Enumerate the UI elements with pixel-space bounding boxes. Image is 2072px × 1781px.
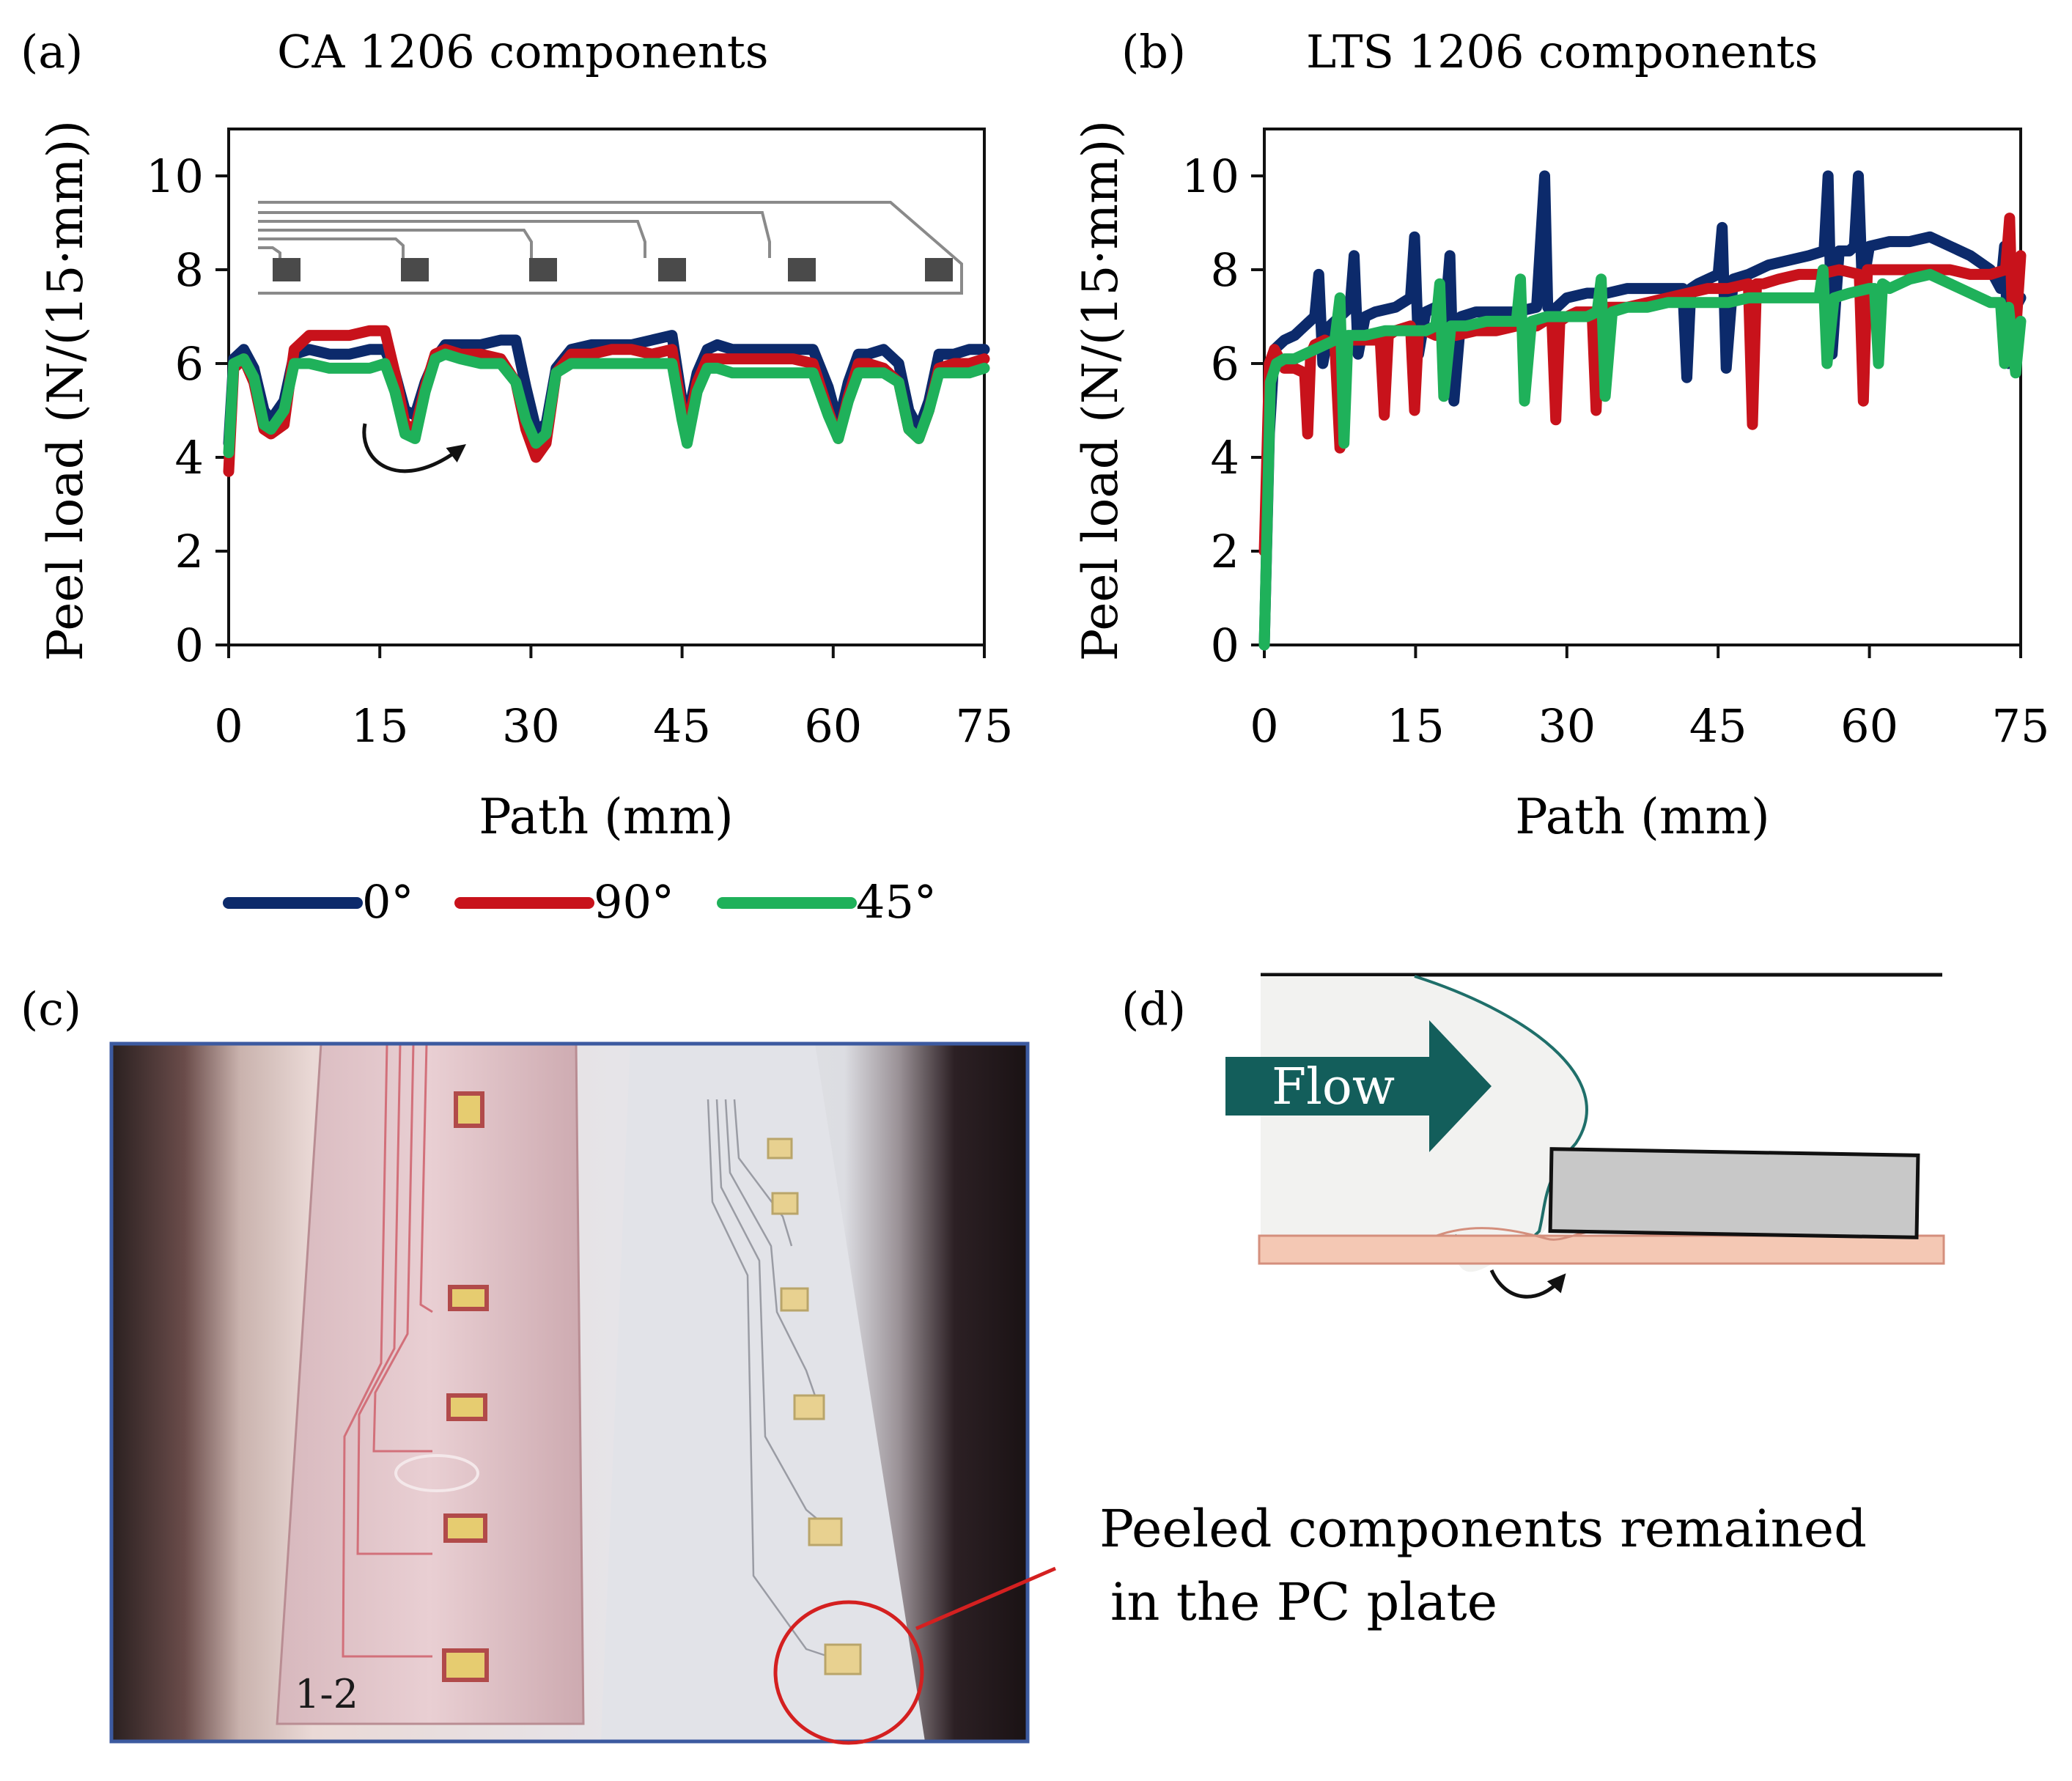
strip-component bbox=[454, 1091, 484, 1128]
inset-component bbox=[788, 258, 816, 281]
series-line-90deg bbox=[1258, 213, 2027, 557]
panel-a-title: CA 1206 components bbox=[277, 25, 769, 78]
panel-b-label: (b) bbox=[1121, 25, 1186, 78]
y-tick-label: 8 bbox=[1211, 243, 1239, 297]
y-tick-label: 4 bbox=[1211, 431, 1239, 484]
circuit-inset bbox=[258, 201, 963, 295]
peeled-strip bbox=[276, 1042, 585, 1725]
inset-component bbox=[529, 258, 557, 281]
y-axis-label: Peel load (N/(15·mm)) bbox=[37, 120, 94, 661]
inset-component bbox=[401, 258, 429, 281]
plate-component bbox=[780, 1287, 809, 1312]
photo-marking: 1-2 bbox=[295, 1671, 358, 1717]
panel-d: (d) Flow bbox=[1121, 973, 1945, 1299]
inset-component bbox=[273, 258, 301, 281]
chart-a: 0 2 4 6 8 10 0 15 30 45 60 75 Path (mm) Peel load (N/… bbox=[37, 120, 1013, 845]
plot-frame bbox=[227, 128, 986, 646]
y-tick-label: 10 bbox=[1181, 150, 1239, 203]
curved-arrow-icon bbox=[1489, 1269, 1566, 1299]
strip-traces bbox=[342, 1043, 433, 1658]
series-line-45deg bbox=[1258, 264, 2027, 651]
plate-component bbox=[824, 1643, 862, 1675]
series-line-0deg bbox=[223, 330, 990, 449]
x-tick-label: 30 bbox=[502, 699, 560, 753]
strip-component bbox=[443, 1513, 487, 1543]
series-line-90deg bbox=[223, 325, 990, 477]
x-tick-label: 15 bbox=[351, 699, 409, 753]
x-tick-label: 75 bbox=[956, 699, 1014, 753]
x-tick-label: 0 bbox=[1250, 699, 1278, 753]
strip-component bbox=[448, 1285, 489, 1311]
panel-b-title: LTS 1206 components bbox=[1306, 25, 1818, 78]
x-tick-label: 45 bbox=[653, 699, 711, 753]
y-tick-label: 0 bbox=[1211, 619, 1239, 672]
plate-component bbox=[808, 1517, 843, 1546]
plate-component bbox=[793, 1394, 825, 1420]
callout-line bbox=[915, 1566, 1056, 1631]
strip-components bbox=[442, 1091, 489, 1682]
panel-a: (a) CA 1206 components 0 2 4 6 8 10 0 15 30 45 60 7… bbox=[21, 25, 1013, 845]
x-axis-label: Path (mm) bbox=[479, 789, 733, 845]
component-box bbox=[1548, 1147, 1920, 1239]
x-axis-label: Path (mm) bbox=[1515, 789, 1769, 845]
x-tick-label: 60 bbox=[1840, 699, 1898, 753]
y-tick-label: 2 bbox=[1211, 525, 1239, 578]
legend-label: 0° bbox=[362, 875, 413, 929]
plate-traces bbox=[707, 1099, 829, 1658]
y-tick-label: 4 bbox=[175, 431, 204, 484]
panel-b: (b) LTS 1206 components 0 2 4 6 8 10 0 15 30 45 60… bbox=[1072, 25, 2049, 845]
annotation-line-1: Peeled components remained bbox=[1099, 1499, 1867, 1559]
highlight-circle bbox=[773, 1600, 924, 1745]
y-tick-label: 10 bbox=[146, 150, 204, 203]
legend-label: 45° bbox=[856, 875, 937, 929]
x-tick-label: 45 bbox=[1689, 699, 1747, 753]
inset-components bbox=[273, 258, 953, 281]
y-tick-label: 8 bbox=[175, 243, 204, 297]
legend-label: 90° bbox=[594, 875, 674, 929]
plate-component bbox=[767, 1137, 793, 1159]
plate-components bbox=[767, 1137, 862, 1675]
photo: 1-2 bbox=[109, 1041, 1030, 1744]
y-tick-label: 2 bbox=[175, 525, 204, 578]
series-line-0deg bbox=[1258, 170, 2027, 651]
panel-c: (c) 1-2 bbox=[21, 982, 1867, 1745]
strip-component bbox=[446, 1393, 487, 1421]
substrate bbox=[1258, 1234, 1945, 1265]
adhesive-mark bbox=[394, 1454, 479, 1492]
flow-arrow-icon bbox=[1225, 1020, 1492, 1152]
x-tick-label: 0 bbox=[214, 699, 243, 753]
series-line-45deg bbox=[223, 348, 990, 459]
x-tick-label: 15 bbox=[1387, 699, 1445, 753]
flow-front bbox=[1261, 976, 1587, 1272]
strip-component bbox=[442, 1648, 489, 1682]
y-tick-label: 6 bbox=[175, 337, 204, 391]
chart-b: 0 2 4 6 8 10 0 15 30 45 60 75 Path (mm) Peel load (N/… bbox=[1072, 120, 2049, 845]
annotation-line-2: in the PC plate bbox=[1110, 1572, 1497, 1632]
x-tick-label: 75 bbox=[1992, 699, 2050, 753]
inset-component bbox=[925, 258, 953, 281]
flow-label: Flow bbox=[1272, 1058, 1395, 1116]
x-tick-label: 60 bbox=[804, 699, 862, 753]
photo-frame bbox=[109, 1041, 1030, 1744]
plate-component bbox=[771, 1192, 799, 1215]
y-tick-label: 0 bbox=[175, 619, 204, 672]
y-tick-label: 6 bbox=[1211, 337, 1239, 391]
inset-component bbox=[658, 258, 686, 281]
legend: 0° 90° 45° bbox=[223, 875, 937, 929]
panel-d-label: (d) bbox=[1121, 982, 1186, 1036]
x-tick-label: 30 bbox=[1538, 699, 1596, 753]
panel-a-label: (a) bbox=[21, 25, 83, 78]
y-axis-label: Peel load (N/(15·mm)) bbox=[1072, 120, 1129, 661]
substrate-bend bbox=[1436, 1227, 1606, 1241]
panel-c-label: (c) bbox=[21, 982, 81, 1036]
curved-arrow-icon bbox=[362, 423, 466, 473]
